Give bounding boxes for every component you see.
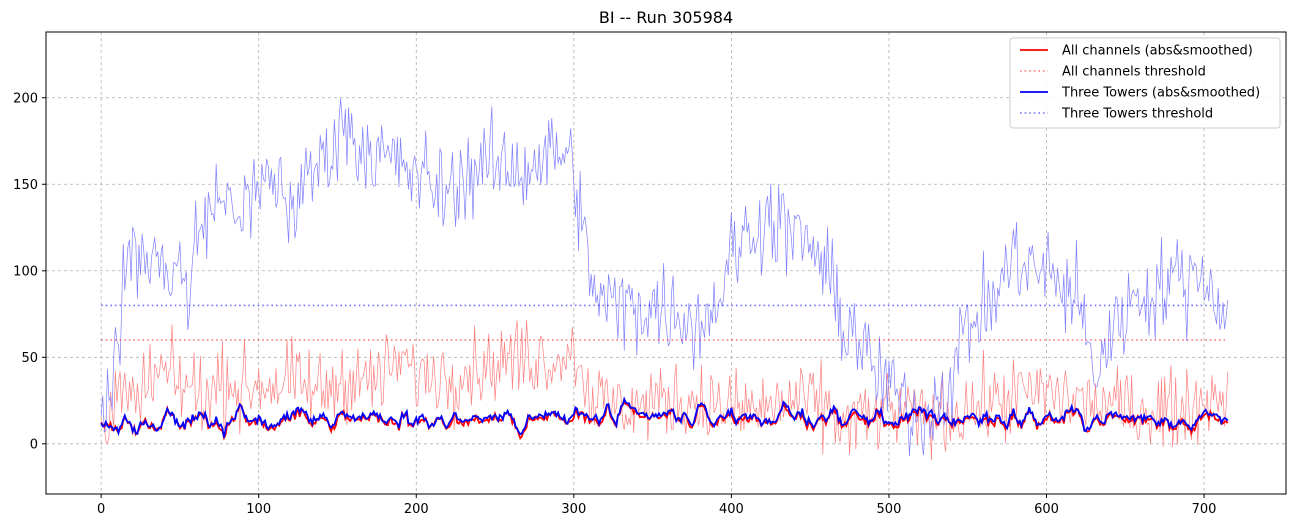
y-tick-label: 150 <box>13 178 38 193</box>
x-tick-label: 300 <box>561 502 586 517</box>
x-tick-label: 700 <box>1192 502 1217 517</box>
raw-trace-line <box>100 98 1229 457</box>
y-tick-label: 50 <box>21 351 38 366</box>
legend-label: All channels threshold <box>1062 65 1206 80</box>
x-tick-label: 0 <box>97 502 105 517</box>
y-tick-label: 0 <box>30 437 38 452</box>
x-tick-label: 500 <box>877 502 902 517</box>
x-tick-label: 100 <box>246 502 271 517</box>
x-tick-label: 600 <box>1034 502 1059 517</box>
y-tick-label: 100 <box>13 264 38 279</box>
legend: All channels (abs&smoothed) All channels … <box>1009 37 1281 129</box>
x-tick-label: 200 <box>404 502 429 517</box>
raw-trace-line <box>100 320 1229 461</box>
axes: 0 100 200 300 400 500 600 700 0 50 100 150 200 <box>13 91 1216 517</box>
raw-traces <box>100 98 1229 461</box>
legend-label: All channels (abs&smoothed) <box>1062 44 1253 59</box>
x-tick-label: 400 <box>719 502 744 517</box>
legend-label: Three Towers threshold <box>1061 107 1213 122</box>
plot-frame <box>45 31 1287 495</box>
chart-title: BI -- Run 305984 <box>599 8 733 27</box>
legend-label: Three Towers (abs&smoothed) <box>1061 86 1260 101</box>
y-tick-label: 200 <box>13 91 38 106</box>
legend-box <box>1009 37 1281 129</box>
smoothed-line <box>100 396 1229 438</box>
series-lines <box>100 304 1229 441</box>
